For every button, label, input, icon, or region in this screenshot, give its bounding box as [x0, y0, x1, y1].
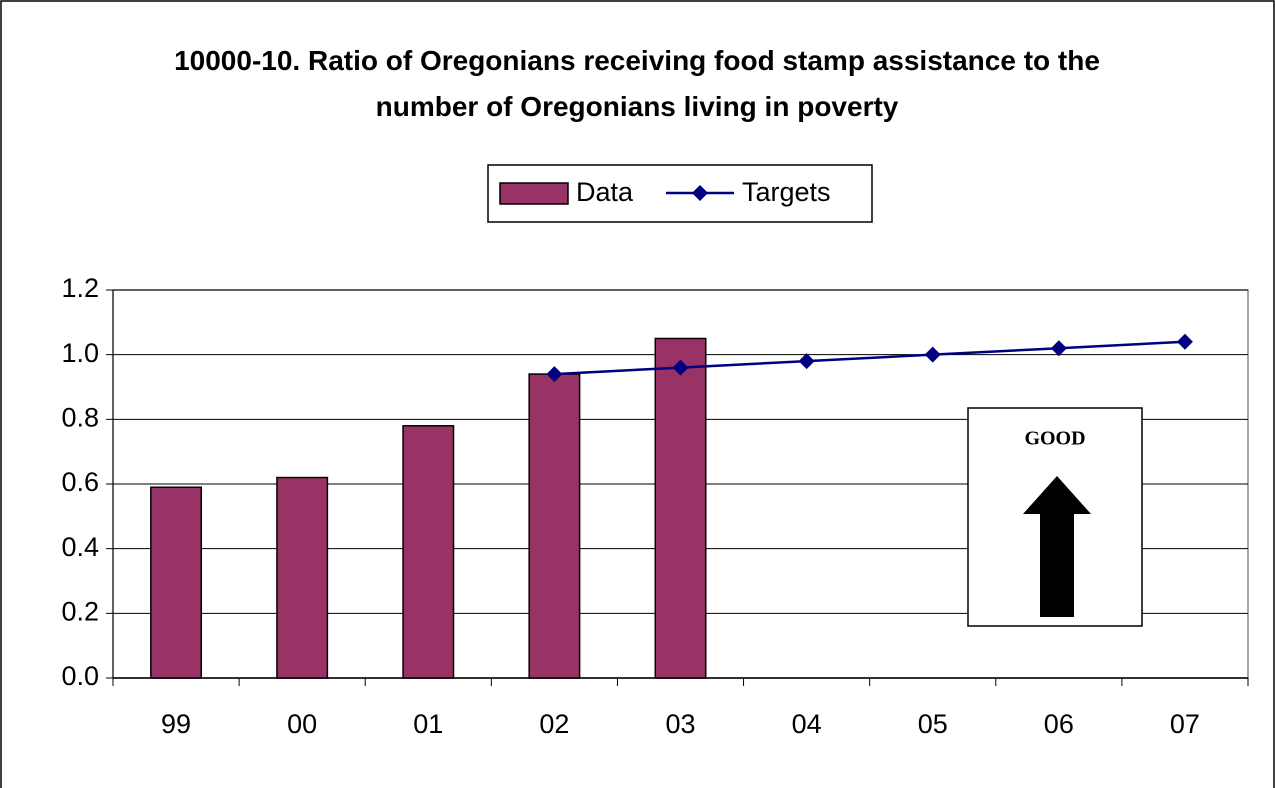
y-tick-label: 0.4	[61, 532, 99, 562]
y-tick-label: 0.6	[61, 467, 99, 497]
bar	[150, 486, 203, 679]
line-marker	[924, 346, 941, 363]
x-tick-label: 06	[1044, 709, 1074, 739]
line-marker	[672, 359, 689, 376]
bar	[528, 373, 581, 679]
legend-label: Targets	[742, 177, 831, 207]
x-tick-label: 04	[792, 709, 822, 739]
x-tick-label: 00	[287, 709, 317, 739]
line-marker	[546, 366, 563, 383]
y-tick-label: 0.2	[61, 596, 99, 626]
y-tick-label: 1.0	[61, 338, 99, 368]
x-tick-label: 02	[539, 709, 569, 739]
x-tick-label: 01	[413, 709, 443, 739]
legend-label: Data	[576, 177, 634, 207]
chart-title: 10000-10. Ratio of Oregonians receiving …	[174, 45, 1100, 122]
x-tick-label: 05	[918, 709, 948, 739]
y-tick-label: 1.2	[61, 273, 99, 303]
legend-swatch-marker	[692, 185, 708, 201]
x-tick-label: 03	[665, 709, 695, 739]
x-tick-label: 99	[161, 709, 191, 739]
annotation-text: GOOD	[1024, 428, 1085, 450]
line-marker	[1176, 333, 1193, 350]
x-tick-label: 07	[1170, 709, 1200, 739]
annotation-arrow	[1023, 476, 1091, 617]
y-tick-label: 0.0	[61, 661, 99, 691]
line	[554, 340, 1186, 376]
bar	[402, 425, 455, 679]
line-marker	[798, 353, 815, 370]
legend-swatch	[499, 182, 569, 205]
bar	[276, 476, 329, 679]
line-marker	[1050, 340, 1067, 357]
bar	[654, 337, 707, 679]
y-tick-label: 0.8	[61, 402, 99, 432]
